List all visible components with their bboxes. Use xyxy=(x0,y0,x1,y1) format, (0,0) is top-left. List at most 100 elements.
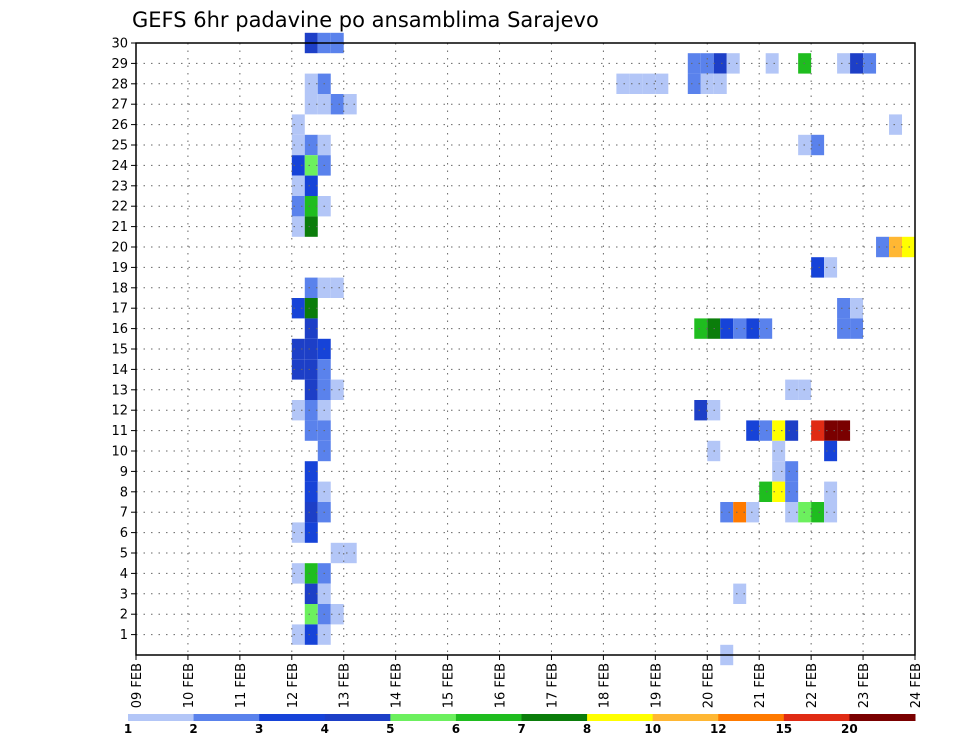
legend-label: 1 xyxy=(124,722,132,736)
gridlines xyxy=(136,42,915,655)
heatmap-cell xyxy=(304,196,318,217)
heatmap-cell xyxy=(785,461,799,482)
color-legend: 1 2 3 4 5 6 7 8 10 12 15 20 xyxy=(124,714,916,736)
legend-swatch xyxy=(849,714,916,721)
y-tick-label: 5 xyxy=(120,547,128,562)
heatmap-cell xyxy=(759,318,773,339)
x-tick-label: 12 FEB xyxy=(286,663,301,708)
heatmap-cell xyxy=(687,73,701,94)
heatmap-cell xyxy=(291,338,305,360)
heatmap-cell xyxy=(304,155,318,176)
heatmap-cell xyxy=(304,318,318,339)
heatmap-cell xyxy=(687,53,701,74)
x-tick-label: 19 FEB xyxy=(649,663,664,708)
heatmap-cell xyxy=(733,583,747,604)
legend-swatch xyxy=(652,714,719,721)
heatmap-cell xyxy=(824,440,838,462)
heatmap-cell xyxy=(330,379,344,400)
legend-swatch xyxy=(587,714,654,721)
heatmap-cell xyxy=(304,298,318,319)
heatmap-cell xyxy=(291,155,305,176)
heatmap-cell xyxy=(824,481,838,502)
y-axis: 1234567891011121314151617181920212223242… xyxy=(111,37,136,643)
chart-title: GEFS 6hr padavine po ansamblima Sarajevo xyxy=(132,8,599,32)
heatmap-cell xyxy=(876,236,890,258)
heatmap-cell xyxy=(304,502,318,523)
legend-swatch xyxy=(783,714,850,721)
y-tick-label: 1 xyxy=(120,628,128,643)
heatmap-cell xyxy=(304,461,318,482)
heatmap-cell xyxy=(291,522,305,543)
x-tick-label: 20 FEB xyxy=(701,663,716,708)
heatmap-cell xyxy=(746,318,760,339)
y-tick-label: 18 xyxy=(111,281,128,296)
x-tick-label: 10 FEB xyxy=(182,663,197,708)
y-tick-label: 14 xyxy=(111,363,128,378)
y-tick-label: 20 xyxy=(111,241,128,256)
y-tick-label: 17 xyxy=(111,302,128,317)
y-tick-label: 22 xyxy=(111,200,128,215)
x-tick-label: 13 FEB xyxy=(338,663,353,708)
heatmap-cell xyxy=(772,481,786,502)
legend-label: 8 xyxy=(583,722,591,736)
heatmap-cell xyxy=(291,114,305,135)
heatmap-cell xyxy=(291,216,305,237)
legend-label: 7 xyxy=(517,722,525,736)
y-tick-label: 21 xyxy=(111,220,128,235)
legend-swatch xyxy=(128,714,195,721)
y-tick-label: 7 xyxy=(120,506,128,521)
heatmap-cell xyxy=(785,481,799,502)
heatmap-cell xyxy=(291,359,305,380)
legend-swatch xyxy=(390,714,457,721)
heatmap-cell xyxy=(304,134,318,156)
y-tick-label: 16 xyxy=(111,322,128,337)
heatmap-cell xyxy=(304,624,318,645)
x-tick-label: 18 FEB xyxy=(597,663,612,708)
legend-label: 10 xyxy=(644,722,661,736)
y-tick-label: 27 xyxy=(111,98,128,113)
heatmap-cell xyxy=(330,94,344,115)
heatmap-cell xyxy=(694,318,708,339)
heatmap-cell xyxy=(330,277,344,298)
heatmap-cell xyxy=(291,624,305,645)
x-tick-label: 24 FEB xyxy=(909,663,924,708)
y-tick-label: 11 xyxy=(111,424,128,439)
x-axis: 09 FEB 10 FEB 11 FEB 12 FEB 13 FEB 14 FEB 15 F… xyxy=(130,655,924,708)
y-tick-label: 23 xyxy=(111,179,128,194)
legend-swatch xyxy=(259,714,326,721)
heatmap-cell xyxy=(304,420,318,441)
heatmap-cells xyxy=(291,32,915,666)
legend-swatch xyxy=(193,714,260,721)
legend-label: 4 xyxy=(321,722,329,736)
heatmap-cell xyxy=(713,53,727,74)
heatmap-cell xyxy=(304,73,318,94)
heatmap-cell xyxy=(811,134,825,156)
y-tick-label: 30 xyxy=(111,37,128,52)
legend-label: 3 xyxy=(255,722,263,736)
heatmap-cell xyxy=(863,53,877,74)
heatmap-cell xyxy=(837,298,851,319)
heatmap-cell xyxy=(772,440,786,462)
legend-label: 15 xyxy=(775,722,792,736)
heatmap-cell xyxy=(746,420,760,441)
legend-swatch xyxy=(718,714,785,721)
heatmap-cell xyxy=(811,257,825,278)
legend-swatch xyxy=(455,714,522,721)
heatmap-cell xyxy=(837,420,851,441)
x-tick-label: 21 FEB xyxy=(753,663,768,708)
y-tick-label: 28 xyxy=(111,77,128,92)
heatmap-cell xyxy=(785,420,799,441)
heatmap-cell xyxy=(304,175,318,196)
heatmap-cell xyxy=(811,420,825,441)
heatmap-cell xyxy=(291,400,305,421)
x-tick-label: 11 FEB xyxy=(234,663,249,708)
heatmap-cell xyxy=(889,236,903,258)
heatmap-cell xyxy=(304,338,318,360)
x-tick-label: 15 FEB xyxy=(442,663,457,708)
heatmap-cell xyxy=(824,257,838,278)
heatmap-cell xyxy=(291,563,305,584)
heatmap-cell xyxy=(330,604,344,625)
legend-label: 5 xyxy=(386,722,394,736)
legend-label: 2 xyxy=(189,722,197,736)
legend-label: 6 xyxy=(452,722,460,736)
